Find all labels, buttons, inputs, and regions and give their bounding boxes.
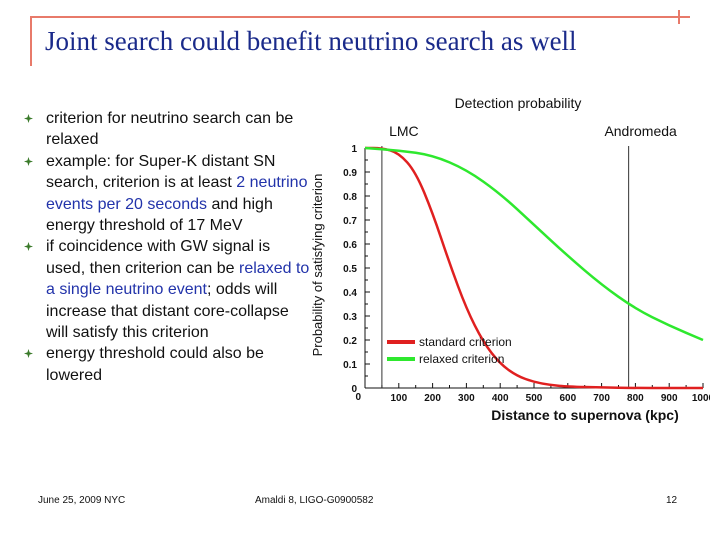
bullet-item: energy threshold could also be lowered — [20, 343, 310, 386]
x-tick-label: 600 — [559, 393, 576, 404]
x-tick-label: 700 — [593, 393, 610, 404]
slide-title: Joint search could benefit neutrino sear… — [45, 26, 577, 56]
x-origin-label: 0 — [355, 392, 361, 403]
x-tick-label: 400 — [492, 393, 509, 404]
x-tick-label: 1000 — [692, 393, 710, 404]
y-tick-label: 0.4 — [343, 288, 357, 299]
x-tick-label: 900 — [661, 393, 678, 404]
bullet-highlight-text: relaxed to a single neutrino event — [46, 259, 310, 299]
fleuron-icon — [24, 242, 33, 252]
x-tick-label: 800 — [627, 393, 644, 404]
bullet-text: energy threshold could also be lowered — [46, 345, 264, 384]
bullet-item: criterion for neutrino search can be rel… — [20, 108, 310, 151]
bullet-text: criterion for neutrino search can be rel… — [46, 110, 294, 149]
legend-label: relaxed criterion — [419, 352, 504, 366]
y-tick-label: 0.7 — [343, 216, 357, 227]
chart-x-axis-label: Distance to supernova (kpc) — [491, 407, 679, 423]
frame-top-rule — [30, 16, 690, 18]
y-tick-label: 0.8 — [343, 192, 357, 203]
frame-left-rule — [30, 16, 32, 66]
legend-label: standard criterion — [419, 335, 512, 349]
x-tick-label: 200 — [424, 393, 441, 404]
x-tick-label: 500 — [526, 393, 543, 404]
chart-title: Detection probability — [455, 95, 582, 111]
series-line — [364, 146, 704, 342]
x-tick-label: 300 — [458, 393, 475, 404]
bullet-item: if coincidence with GW signal is used, t… — [20, 236, 310, 343]
fleuron-icon — [24, 349, 33, 359]
y-tick-label: 0 — [351, 384, 357, 395]
y-tick-label: 0.9 — [343, 168, 357, 179]
y-tick-label: 0.1 — [343, 360, 357, 371]
footer-page-number: 12 — [666, 495, 678, 506]
bullet-text: and high energy threshold of 17 MeV — [46, 195, 273, 235]
y-tick-label: 0.6 — [343, 240, 357, 251]
fleuron-icon — [24, 114, 33, 123]
bullet-highlight-text: 2 neutrino events per 20 seconds — [46, 174, 308, 213]
marker-label: LMC — [389, 123, 419, 139]
y-tick-label: 0.5 — [343, 264, 357, 275]
detection-probability-chart: Detection probability Probability of sat… — [310, 95, 710, 423]
y-tick-label: 1 — [351, 144, 357, 155]
x-tick-label: 100 — [390, 393, 407, 404]
bullet-text: if coincidence with GW signal is used, t… — [46, 238, 271, 277]
series-line — [364, 146, 703, 390]
bullet-text: example: for Super-K distant SN search, … — [46, 152, 276, 192]
chart-y-axis-label: Probability of satisfying criterion — [310, 174, 325, 357]
frame-right-tick — [678, 10, 680, 24]
y-tick-label: 0.2 — [343, 336, 357, 347]
marker-label: Andromeda — [604, 123, 677, 139]
footer-reference: Amaldi 8, LIGO-G0900582 — [255, 495, 374, 506]
bullet-text: ; odds will increase that distant core-c… — [46, 281, 289, 342]
footer-date: June 25, 2009 NYC — [38, 495, 126, 506]
bullet-list: criterion for neutrino search can be rel… — [20, 108, 310, 386]
bullet-item: example: for Super-K distant SN search, … — [20, 151, 310, 237]
fleuron-icon — [24, 156, 33, 166]
y-tick-label: 0.3 — [343, 312, 357, 323]
